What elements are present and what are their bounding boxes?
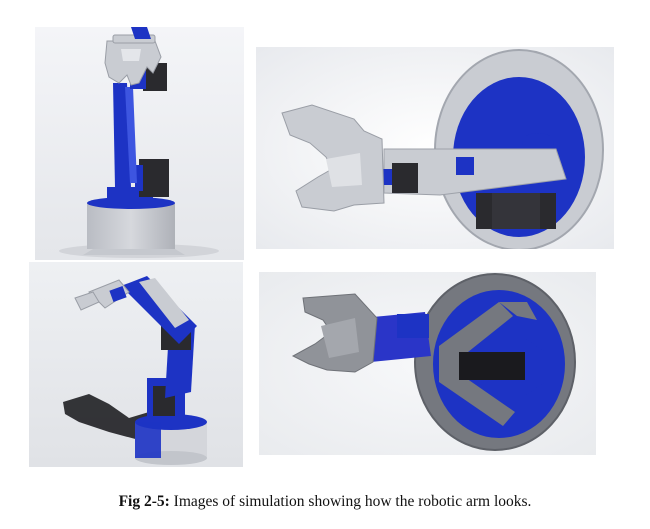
robotic-arm-isometric-render (29, 262, 243, 467)
robotic-arm-top-render (256, 47, 614, 249)
simulation-image-isometric-view (29, 262, 243, 467)
simulation-image-side-view (259, 272, 596, 455)
figure-caption-label: Fig 2-5: (118, 493, 170, 510)
simulation-image-top-view (256, 47, 614, 249)
figure-caption-text: Images of simulation showing how the rob… (169, 493, 532, 510)
figure-caption: Fig 2-5: Images of simulation showing ho… (0, 493, 650, 511)
robotic-arm-side-render (259, 272, 596, 455)
robotic-arm-front-render (35, 27, 244, 260)
simulation-image-front-view (35, 27, 244, 260)
